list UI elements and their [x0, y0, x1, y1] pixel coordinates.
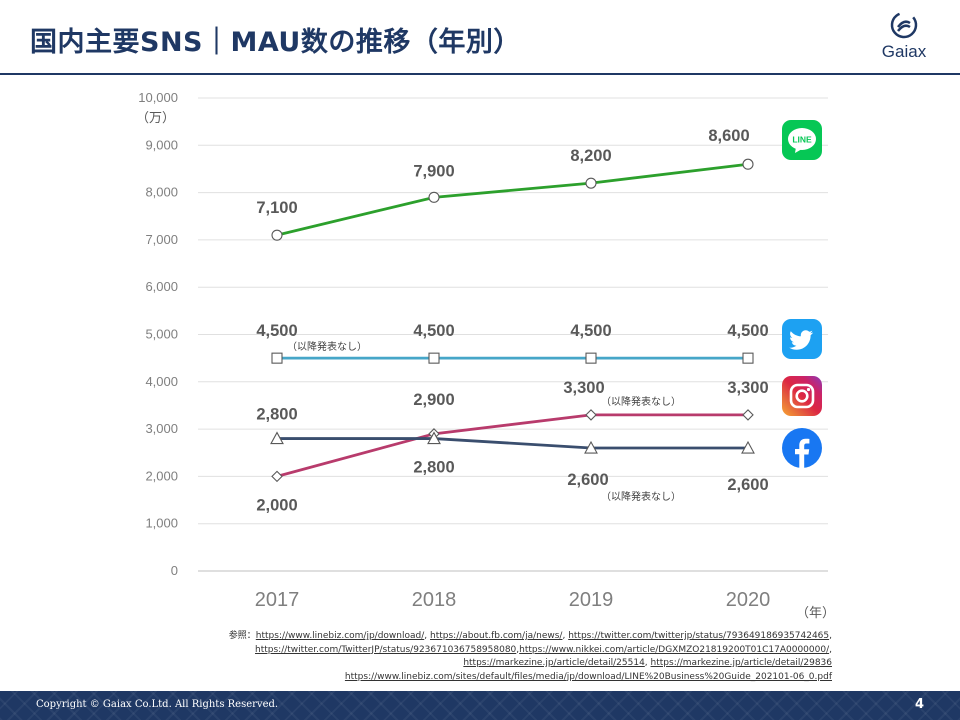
reference-link[interactable]: https://twitter.com/TwitterJP/status/923…: [255, 644, 517, 655]
data-point: [271, 470, 283, 483]
data-point: [584, 440, 598, 454]
x-tick-label: 2019: [569, 589, 614, 611]
y-unit-label: （万）: [136, 111, 175, 126]
data-label: 2,900: [413, 391, 454, 409]
y-tick-label: 10,000: [138, 90, 178, 105]
line-icon: LINE: [782, 120, 822, 160]
instagram-icon: [782, 376, 822, 416]
x-unit-label: （年）: [796, 606, 835, 621]
data-label: 3,300: [727, 379, 768, 397]
data-label: 3,300: [563, 379, 604, 397]
facebook-icon: [782, 428, 822, 468]
data-label: 4,500: [570, 322, 611, 340]
line-icon-label: LINE: [792, 135, 812, 145]
annotation: （以降発表なし）: [601, 395, 681, 408]
y-tick-label: 2,000: [145, 468, 178, 483]
reference-link[interactable]: https://about.fb.com/ja/news/: [430, 631, 563, 641]
data-point: [742, 158, 754, 170]
y-tick-label: 1,000: [145, 516, 178, 531]
data-point: [585, 409, 597, 421]
references: 参照：https://www.linebiz.com/jp/download/,…: [228, 631, 832, 682]
data-label: 8,200: [570, 147, 611, 165]
annotation: （以降発表なし）: [601, 490, 681, 503]
reference-link[interactable]: https://markezine.jp/article/detail/2983…: [650, 658, 832, 668]
series-line: [277, 437, 748, 450]
data-point: [270, 431, 284, 445]
footer-bar: Copyright © Gaiax Co.Ltd. All Rights Res…: [0, 691, 960, 720]
data-label: 7,900: [413, 162, 454, 180]
data-label: 2,600: [567, 471, 608, 489]
y-tick-label: 0: [171, 563, 178, 578]
reference-link[interactable]: https://markezine.jp/article/detail/2551…: [463, 658, 645, 668]
data-label: 8,600: [708, 127, 749, 145]
reference-link[interactable]: https://www.nikkei.com/article/DGXMZO218…: [519, 644, 830, 655]
gaiax-logo: Gaiax: [874, 10, 934, 62]
logo-text: Gaiax: [881, 42, 927, 61]
data-label: 2,800: [256, 406, 297, 424]
data-point: [742, 352, 754, 364]
x-tick-label: 2018: [412, 589, 457, 611]
mau-line-chart: 0 1,000 2,000 3,000 4,000 5,000 6,000 7,000 8,00…: [136, 90, 835, 621]
data-point: [585, 352, 597, 364]
x-tick-label: 2020: [726, 589, 771, 611]
data-point: [271, 229, 283, 241]
y-tick-label: 5,000: [145, 327, 178, 342]
data-point: [742, 409, 754, 421]
gaiax-logo-icon: [890, 11, 918, 39]
data-point: [428, 191, 440, 203]
references-prefix: 参照：: [228, 631, 256, 641]
data-point: [427, 431, 441, 445]
data-label: 4,500: [413, 322, 454, 340]
y-tick-label: 9,000: [145, 137, 178, 152]
data-point: [585, 177, 597, 189]
twitter-icon: [782, 319, 822, 359]
data-point: [428, 352, 440, 364]
annotation: （以降発表なし）: [287, 340, 367, 353]
data-label: 7,100: [256, 199, 297, 217]
page-number: 4: [914, 697, 924, 712]
y-tick-label: 3,000: [145, 421, 178, 436]
y-tick-label: 7,000: [145, 232, 178, 247]
reference-link[interactable]: https://www.linebiz.com/jp/download/: [255, 631, 425, 641]
data-label: 2,600: [727, 476, 768, 494]
reference-link[interactable]: https://twitter.com/twitterjp/status/793…: [568, 631, 830, 641]
y-tick-label: 6,000: [145, 279, 178, 294]
y-tick-label: 8,000: [145, 185, 178, 200]
data-point: [271, 352, 283, 364]
data-label: 2,000: [256, 496, 297, 514]
data-label: 4,500: [727, 322, 768, 340]
series-line: [276, 162, 749, 237]
data-point: [741, 440, 755, 454]
y-tick-label: 4,000: [145, 374, 178, 389]
copyright: Copyright © Gaiax Co.Ltd. All Rights Res…: [36, 699, 279, 710]
x-tick-label: 2017: [255, 589, 300, 611]
series-line: [276, 413, 748, 478]
data-label: 2,800: [413, 459, 454, 477]
page-title: 国内主要SNS｜MAU数の推移（年別）: [30, 27, 521, 58]
data-label: 4,500: [256, 322, 297, 340]
title-divider: [0, 73, 960, 75]
reference-link[interactable]: https://www.linebiz.com/sites/default/fi…: [344, 671, 832, 682]
